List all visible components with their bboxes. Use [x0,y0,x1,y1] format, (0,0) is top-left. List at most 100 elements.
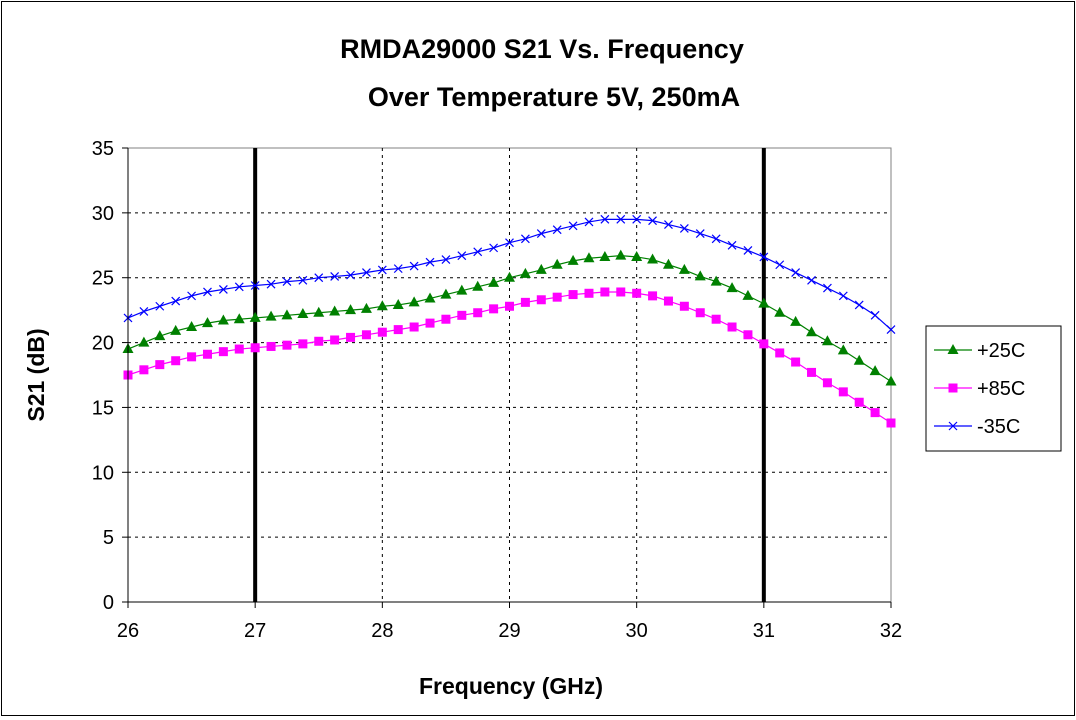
data-point-triangle [154,330,166,341]
data-point-x [584,217,594,227]
data-point-x-stroke [822,283,832,293]
data-point-square [266,341,276,351]
data-point-square [775,348,785,358]
data-point-x [948,421,958,431]
data-point-square [155,360,165,370]
y-tick-label: 30 [92,203,114,225]
data-point-x-stroke [187,291,197,301]
data-point-square [743,330,753,340]
series-2 [123,287,896,428]
data-point-square [552,292,562,302]
data-point-triangle [297,308,309,319]
data-point-x-stroke [648,216,657,226]
data-point-x [695,229,705,239]
y-tick-label: 15 [92,397,114,419]
data-point-x-stroke [568,221,578,231]
data-point-x [139,307,149,316]
legend-item-1: +25C [934,340,1025,362]
data-point-square [648,291,658,301]
data-point-triangle [186,321,198,332]
data-point-x [457,251,467,261]
data-point-x-stroke [282,277,292,287]
data-point-triangle [249,311,261,322]
data-point-square [457,310,467,320]
data-point-square [473,308,483,318]
data-point-square [791,357,801,367]
data-point-x [330,271,340,281]
data-point-x-stroke [520,234,530,244]
data-point-x-stroke [886,325,896,335]
legend-label: +85C [977,378,1025,400]
data-point-x [616,214,626,224]
data-point-triangle [217,314,229,325]
data-point-triangle [170,324,182,335]
legend-label: -35C [977,416,1020,438]
data-point-triangle [790,315,802,326]
y-axis-label: S21 (dB) [23,328,49,421]
data-point-triangle [583,252,595,263]
x-axis-label: Frequency (GHz) [419,673,603,699]
data-point-x-stroke [234,282,244,292]
data-point-triangle [138,336,150,347]
data-point-triangle [678,263,690,274]
data-point-x [854,300,864,310]
data-point-x-stroke [377,265,387,275]
data-point-x [282,277,292,287]
data-point-x [266,279,276,289]
data-point-x-stroke [695,229,705,239]
data-point-triangle [647,253,659,264]
data-point-x-stroke [854,300,864,310]
data-point-x [250,281,260,290]
data-point-triangle [806,326,818,337]
data-point-triangle [265,310,277,321]
data-point-triangle [947,344,959,354]
data-point-x [314,273,324,283]
data-point-x-stroke [314,273,324,283]
data-point-triangle [885,375,897,386]
data-point-x-stroke [870,310,880,320]
data-point-x-stroke [948,421,958,431]
data-point-x-stroke [425,257,435,267]
data-point-x-stroke [759,252,769,262]
data-point-square [807,367,817,377]
data-point-square [425,318,435,328]
data-point-triangle [281,309,293,320]
data-point-x [552,225,562,235]
data-point-x-stroke [473,247,483,257]
data-point-square [822,378,832,388]
data-point-x [346,270,355,280]
data-point-square [679,301,689,311]
data-point-square [663,296,673,306]
data-point-x [298,275,308,285]
data-point-triangle [821,335,833,346]
x-tick-label: 28 [371,620,393,642]
data-point-x [870,310,880,320]
data-point-x [791,268,801,277]
data-point-square [505,301,514,311]
legend-item-3: -35C [934,416,1020,438]
data-point-x-stroke [791,268,801,277]
data-point-x-stroke [346,270,355,280]
data-point-x [187,291,197,301]
data-point-x-stroke [250,281,260,290]
data-point-x-stroke [139,307,149,316]
y-tick-label: 10 [92,462,114,484]
data-point-square [568,290,578,300]
data-point-x-stroke [362,268,371,277]
data-point-x [711,234,721,244]
data-point-triangle [869,365,881,376]
data-point-triangle [726,282,738,293]
data-point-triangle [774,306,786,317]
data-point-square [520,297,530,307]
data-point-triangle [519,267,531,278]
data-point-triangle [424,292,436,303]
data-point-x [775,260,785,270]
band-marker-layer [253,148,766,602]
data-point-square [441,314,451,324]
data-point-x-stroke [838,291,848,301]
data-point-x-stroke [632,214,642,224]
data-point-square [250,343,260,353]
data-point-triangle [440,288,452,299]
data-point-square [536,295,546,305]
